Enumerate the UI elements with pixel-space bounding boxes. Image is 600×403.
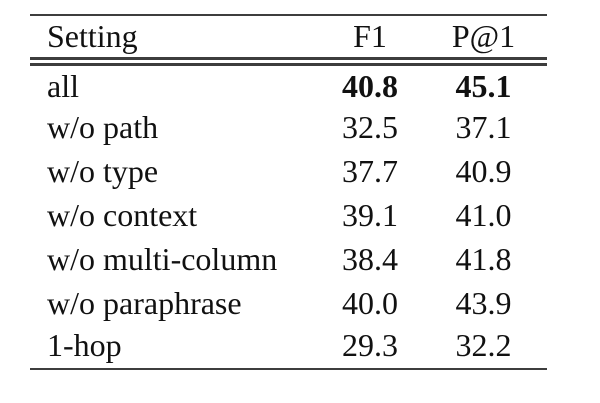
f1-cell: 40.8: [342, 68, 398, 105]
table-row-1-hop: 1-hop 29.3 32.2: [30, 325, 547, 369]
p1-cell: 40.9: [455, 153, 512, 189]
setting-cell: w/o type: [47, 153, 159, 189]
table-row-wo-context: w/o context 39.1 41.0: [30, 193, 547, 237]
table-row-all: all 40.8 45.1: [30, 61, 547, 105]
table-body: all 40.8 45.1 w/o path 32.5 37.1 w/o typ…: [30, 61, 547, 369]
p1-cell: 32.2: [455, 326, 512, 363]
setting-cell: w/o context: [47, 197, 198, 233]
f1-cell: 40.0: [342, 285, 398, 321]
f1-cell: 32.5: [342, 109, 398, 145]
f1-cell: 38.4: [342, 241, 398, 277]
setting-cell: all: [47, 68, 79, 105]
p1-cell: 41.0: [455, 197, 512, 233]
ablation-table-wrapper: Setting F1 P@1 all 40.8 45.1 w/o path 32…: [30, 14, 547, 370]
column-header-p1: P@1: [451, 18, 516, 55]
table-row-wo-path: w/o path 32.5 37.1: [30, 105, 547, 149]
p1-cell: 43.9: [455, 285, 512, 321]
f1-cell: 39.1: [342, 197, 398, 233]
table-row-wo-paraphrase: w/o paraphrase 40.0 43.9: [30, 281, 547, 325]
table-row-wo-multi-column: w/o multi-column 38.4 41.8: [30, 237, 547, 281]
table-row-wo-type: w/o type 37.7 40.9: [30, 149, 547, 193]
setting-cell: w/o paraphrase: [47, 285, 242, 321]
table-header: Setting F1 P@1: [30, 15, 547, 61]
ablation-table: Setting F1 P@1 all 40.8 45.1 w/o path 32…: [30, 14, 547, 370]
p1-cell: 37.1: [455, 109, 512, 145]
setting-cell: 1-hop: [47, 326, 122, 363]
p1-cell: 45.1: [455, 68, 512, 105]
header-row: Setting F1 P@1: [30, 15, 547, 61]
setting-cell: w/o multi-column: [47, 241, 278, 277]
f1-cell: 37.7: [342, 153, 398, 189]
f1-cell: 29.3: [342, 326, 398, 363]
column-header-setting: Setting: [47, 18, 138, 55]
column-header-f1: F1: [353, 18, 387, 55]
p1-cell: 41.8: [455, 241, 512, 277]
setting-cell: w/o path: [47, 109, 159, 145]
